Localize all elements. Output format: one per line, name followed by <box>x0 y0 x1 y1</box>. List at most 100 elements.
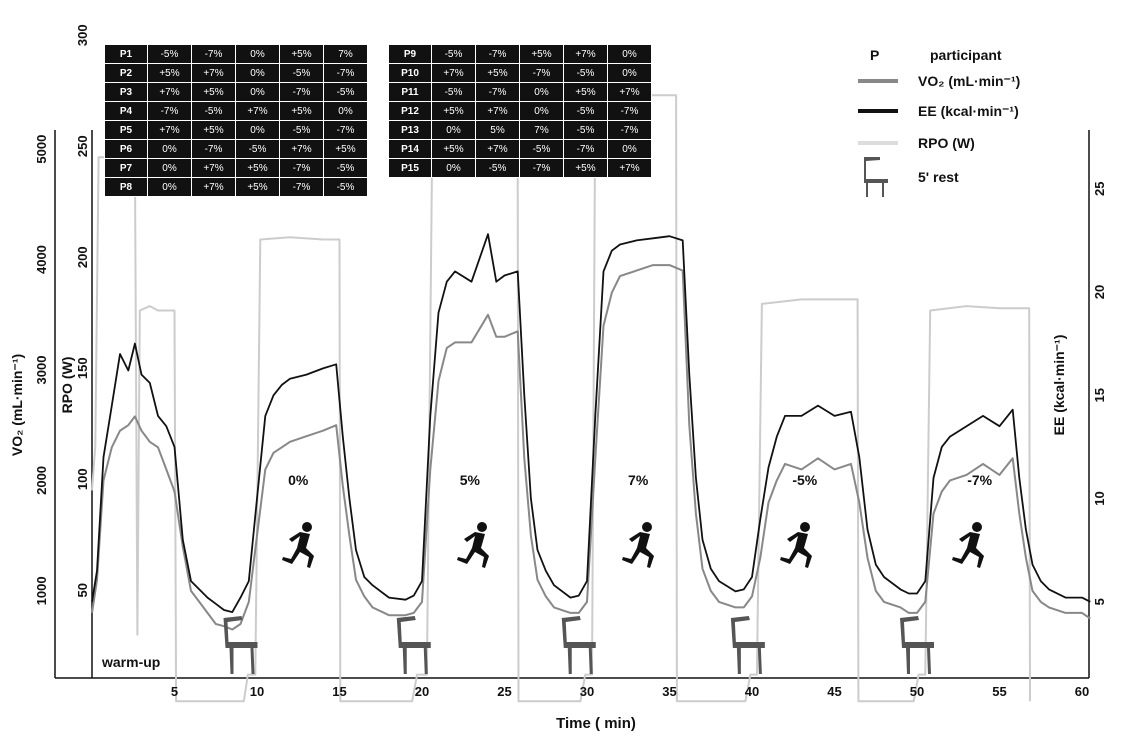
slope-value: -5% <box>431 82 476 102</box>
slope-value: 0% <box>235 44 280 64</box>
vo2-tick-label: 3000 <box>34 356 49 385</box>
participant-id: P9 <box>388 44 432 64</box>
slope-value: 0% <box>431 158 476 178</box>
x-tick-label: 20 <box>415 684 429 699</box>
slope-value: +5% <box>563 158 608 178</box>
slope-value: +7% <box>235 101 280 121</box>
slope-value: 0% <box>235 63 280 83</box>
slope-value: -7% <box>191 44 236 64</box>
slope-value: -5% <box>475 158 520 178</box>
slope-value: +7% <box>147 120 192 140</box>
participant-id: P15 <box>388 158 432 178</box>
x-tick-label: 40 <box>745 684 759 699</box>
x-tick-label: 25 <box>497 684 511 699</box>
ee-tick-label: 5 <box>1092 598 1107 605</box>
table-row: P13 0% 5% 7% -5% -7% <box>388 120 652 140</box>
slope-value: 0% <box>235 82 280 102</box>
runner-icon <box>282 522 314 568</box>
table-row: P11 -5% -7% 0% +5% +7% <box>388 82 652 102</box>
legend-item-participant: P participant <box>858 40 1002 70</box>
slope-value: +7% <box>279 139 324 159</box>
legend-swatch <box>858 109 898 113</box>
rpo-tick-label: 150 <box>75 357 90 379</box>
icons <box>223 522 984 674</box>
participants-table-right: P9 -5% -7% +5% +7% 0% P10 +7% +5% -7% -5% 0% P11 -5% -… <box>388 44 652 178</box>
chair-icon <box>900 616 934 674</box>
stage-label: 7% <box>628 472 649 488</box>
slope-value: 7% <box>323 44 368 64</box>
slope-value: +7% <box>607 82 652 102</box>
slope-value: 5% <box>475 120 520 140</box>
legend-label: EE (kcal·min⁻¹) <box>918 102 1019 119</box>
ee-tick-label: 25 <box>1092 182 1107 196</box>
slope-value: -7% <box>475 82 520 102</box>
slope-value: -5% <box>323 177 368 197</box>
slope-value: -7% <box>519 158 564 178</box>
slope-value: -7% <box>279 177 324 197</box>
slope-value: 7% <box>519 120 564 140</box>
slope-value: +7% <box>431 63 476 83</box>
slope-value: -5% <box>279 120 324 140</box>
slope-value: -7% <box>475 44 520 64</box>
legend-item-vo2: VO₂ (mL·min⁻¹) <box>858 66 1020 96</box>
runner-icon <box>780 522 812 568</box>
slope-value: -7% <box>279 82 324 102</box>
chair-icon <box>396 616 431 674</box>
rpo-tick-label: 300 <box>75 24 90 46</box>
slope-value: -7% <box>191 139 236 159</box>
slope-value: -7% <box>323 63 368 83</box>
slope-value: +5% <box>279 44 324 64</box>
legend-item-rpo: RPO (W) <box>858 128 975 158</box>
series-line-ee <box>91 233 1091 613</box>
slope-value: +7% <box>191 63 236 83</box>
table-row: P2 +5% +7% 0% -5% -7% <box>104 63 368 83</box>
legend-item-rest: 5' rest <box>858 157 959 197</box>
slope-value: +5% <box>519 44 564 64</box>
slope-value: 0% <box>323 101 368 121</box>
x-tick-label: 5 <box>171 684 178 699</box>
slope-value: -7% <box>147 101 192 121</box>
legend-label: 5' rest <box>918 169 959 185</box>
slope-value: -7% <box>607 120 652 140</box>
participants-table-left: P1 -5% -7% 0% +5% 7% P2 +5% +7% 0% -5% -7% P3 +7% +5% 0… <box>104 44 368 197</box>
slope-value: +5% <box>147 63 192 83</box>
table-row: P7 0% +7% +5% -7% -5% <box>104 158 368 178</box>
axes <box>54 130 1090 679</box>
legend-label: VO₂ (mL·min⁻¹) <box>918 72 1021 89</box>
slope-value: -5% <box>323 158 368 178</box>
rpo-tick-label: 100 <box>75 468 90 490</box>
slope-value: +5% <box>279 101 324 121</box>
slope-value: +7% <box>607 158 652 178</box>
x-tick-label: 15 <box>332 684 346 699</box>
slope-value: 0% <box>607 44 652 64</box>
chair-icon <box>730 616 765 674</box>
slope-value: -7% <box>519 63 564 83</box>
slope-value: +7% <box>147 82 192 102</box>
stage-label: 0% <box>288 472 309 488</box>
table-row: P10 +7% +5% -7% -5% 0% <box>388 63 652 83</box>
chair-icon <box>864 157 888 197</box>
slope-value: -5% <box>279 63 324 83</box>
slope-value: +7% <box>475 139 520 159</box>
stage-label: -7% <box>967 472 992 488</box>
rpo-tick-label: 250 <box>75 135 90 157</box>
slope-value: 0% <box>235 120 280 140</box>
vo2-tick-label: 5000 <box>34 135 49 164</box>
slope-value: +7% <box>563 44 608 64</box>
slope-value: -5% <box>563 120 608 140</box>
legend-item-ee: EE (kcal·min⁻¹) <box>858 96 1019 126</box>
slope-value: +5% <box>323 139 368 159</box>
vo2-axis-label: VO₂ (mL·min⁻¹) <box>9 354 25 456</box>
slope-value: -5% <box>147 44 192 64</box>
participant-id: P4 <box>104 101 148 121</box>
stage-label: warm-up <box>101 654 160 670</box>
slope-value: +5% <box>563 82 608 102</box>
stage-label: -5% <box>792 472 817 488</box>
participant-id: P10 <box>388 63 432 83</box>
x-tick-label: 60 <box>1075 684 1089 699</box>
x-tick-label: 10 <box>250 684 264 699</box>
slope-value: 0% <box>607 63 652 83</box>
ee-axis-label: EE (kcal·min⁻¹) <box>1051 335 1067 436</box>
runner-icon <box>457 522 489 568</box>
slope-value: 0% <box>519 82 564 102</box>
